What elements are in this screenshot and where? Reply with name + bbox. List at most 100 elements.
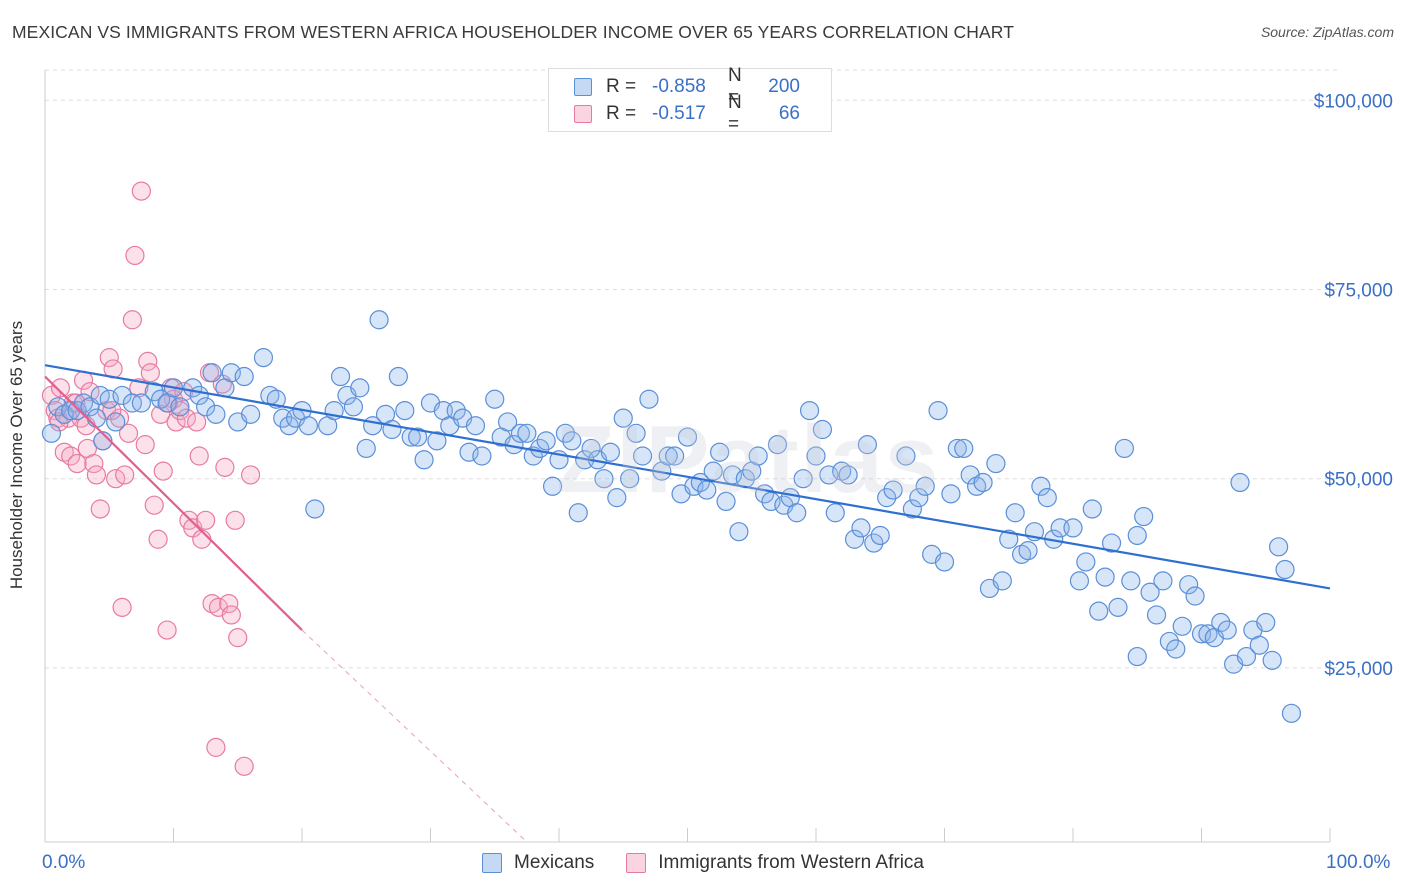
point-immigrants xyxy=(157,620,177,640)
point-mexicans xyxy=(517,423,537,443)
point-immigrants xyxy=(176,408,196,428)
point-mexicans xyxy=(350,378,370,398)
point-mexicans xyxy=(838,465,858,485)
point-mexicans xyxy=(241,404,261,424)
point-mexicans xyxy=(1127,646,1147,667)
point-mexicans xyxy=(1217,620,1237,640)
point-mexicans xyxy=(1095,567,1115,587)
point-mexicans xyxy=(1236,646,1257,667)
watermark: ZIPatlas xyxy=(556,406,941,513)
point-mexicans xyxy=(485,389,505,409)
point-mexicans xyxy=(1082,499,1102,519)
point-mexicans xyxy=(787,503,807,523)
point-mexicans xyxy=(909,488,929,508)
point-mexicans xyxy=(253,348,274,368)
point-mexicans xyxy=(472,446,492,466)
n-label: N = xyxy=(728,65,742,108)
point-mexicans xyxy=(1127,525,1147,546)
point-immigrants xyxy=(187,412,207,432)
point-mexicans xyxy=(915,476,935,496)
point-immigrants xyxy=(189,446,209,466)
point-mexicans xyxy=(1076,552,1096,572)
point-mexicans xyxy=(93,431,113,451)
point-immigrants xyxy=(225,510,245,530)
point-immigrants xyxy=(138,351,158,371)
point-mexicans xyxy=(1185,586,1205,606)
point-immigrants xyxy=(50,378,71,398)
legend-item-mexicans[interactable]: Mexicans xyxy=(482,852,594,874)
legend-swatch-blue xyxy=(482,853,503,873)
point-mexicans xyxy=(864,533,884,553)
y-tick-label: $25,000 xyxy=(1324,659,1393,680)
point-immigrants xyxy=(90,499,110,519)
point-mexicans xyxy=(465,416,486,436)
trend-line-immigrants-extension xyxy=(301,629,528,843)
point-mexicans xyxy=(67,400,87,421)
point-immigrants xyxy=(241,465,261,485)
point-mexicans xyxy=(536,431,556,451)
legend-label: Mexicans xyxy=(514,852,595,873)
stats-row-immigrants: R = -0.517 N = 66 xyxy=(549,92,800,135)
point-mexicans xyxy=(1191,624,1212,644)
point-mexicans xyxy=(144,382,164,402)
point-mexicans xyxy=(677,427,698,447)
point-immigrants xyxy=(109,408,130,428)
point-mexicans xyxy=(369,310,389,330)
point-immigrants xyxy=(122,310,142,330)
point-mexicans xyxy=(986,453,1006,474)
point-mexicans xyxy=(1153,571,1173,591)
r-value: -0.517 xyxy=(652,103,706,124)
point-immigrants xyxy=(206,737,226,757)
r-value: -0.858 xyxy=(652,76,706,97)
point-mexicans xyxy=(716,491,736,512)
point-immigrants xyxy=(148,529,168,549)
point-mexicans xyxy=(196,397,216,417)
point-mexicans xyxy=(330,366,351,387)
point-mexicans xyxy=(1089,601,1109,621)
point-mexicans xyxy=(1275,559,1295,580)
y-axis-label: Householder Income Over 65 years xyxy=(7,320,26,590)
point-mexicans xyxy=(896,446,916,466)
point-mexicans xyxy=(870,525,890,546)
point-mexicans xyxy=(626,423,646,443)
legend-item-immigrants[interactable]: Immigrants from Western Africa xyxy=(626,852,924,874)
point-mexicans xyxy=(510,423,531,443)
point-immigrants xyxy=(80,382,100,402)
point-mexicans xyxy=(112,385,132,406)
point-mexicans xyxy=(408,427,428,447)
point-mexicans xyxy=(1172,616,1192,636)
point-mexicans xyxy=(857,435,878,455)
point-mexicans xyxy=(498,412,518,432)
r-label: R = xyxy=(606,103,637,124)
point-mexicans xyxy=(999,529,1019,549)
point-mexicans xyxy=(710,442,730,462)
point-mexicans xyxy=(954,438,974,459)
point-immigrants xyxy=(234,756,254,776)
point-mexicans xyxy=(459,442,479,462)
point-mexicans xyxy=(658,446,678,466)
point-mexicans xyxy=(806,446,826,466)
x-tick-label-min: 0.0% xyxy=(42,852,86,873)
axes xyxy=(44,70,1331,843)
point-mexicans xyxy=(1101,533,1122,553)
point-mexicans xyxy=(1179,575,1199,595)
point-mexicans xyxy=(279,416,299,436)
point-mexicans xyxy=(1249,635,1269,655)
point-mexicans xyxy=(748,446,768,466)
point-mexicans xyxy=(1230,472,1250,493)
point-mexicans xyxy=(1121,571,1141,591)
r-label: R = xyxy=(606,76,637,97)
point-mexicans xyxy=(825,503,845,523)
series-immigrants-points xyxy=(41,181,261,776)
point-mexicans xyxy=(620,469,640,489)
point-mexicans xyxy=(793,469,813,489)
point-immigrants xyxy=(140,363,160,383)
point-mexicans xyxy=(613,408,633,428)
point-mexicans xyxy=(665,446,685,466)
point-mexicans xyxy=(99,389,119,409)
point-immigrants xyxy=(99,348,119,368)
point-immigrants xyxy=(221,605,241,625)
n-label: N = xyxy=(728,92,742,135)
point-mexicans xyxy=(1268,537,1289,557)
